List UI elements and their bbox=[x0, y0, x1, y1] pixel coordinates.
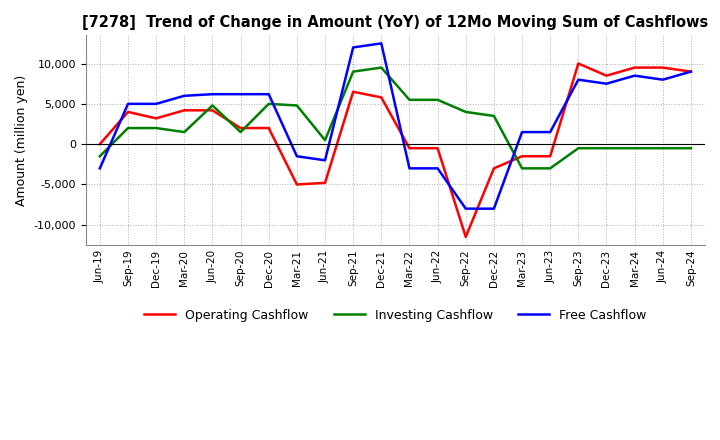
Investing Cashflow bbox=[264, 101, 273, 106]
Free Cashflow bbox=[518, 129, 526, 135]
Investing Cashflow bbox=[180, 129, 189, 135]
Operating Cashflow bbox=[546, 154, 554, 159]
Legend: Operating Cashflow, Investing Cashflow, Free Cashflow: Operating Cashflow, Investing Cashflow, … bbox=[139, 304, 652, 327]
Investing Cashflow bbox=[490, 114, 498, 119]
Operating Cashflow bbox=[630, 65, 639, 70]
Free Cashflow bbox=[546, 129, 554, 135]
Operating Cashflow bbox=[490, 166, 498, 171]
Investing Cashflow bbox=[433, 97, 442, 103]
Operating Cashflow bbox=[462, 234, 470, 239]
Operating Cashflow bbox=[602, 73, 611, 78]
Free Cashflow bbox=[574, 77, 582, 82]
Operating Cashflow bbox=[96, 142, 104, 147]
Investing Cashflow bbox=[208, 103, 217, 108]
Investing Cashflow bbox=[462, 109, 470, 114]
Operating Cashflow bbox=[264, 125, 273, 131]
Operating Cashflow bbox=[236, 125, 245, 131]
Operating Cashflow bbox=[377, 95, 386, 100]
Free Cashflow bbox=[208, 92, 217, 97]
Free Cashflow bbox=[687, 69, 696, 74]
Operating Cashflow bbox=[433, 146, 442, 151]
Operating Cashflow bbox=[687, 69, 696, 74]
Free Cashflow bbox=[602, 81, 611, 86]
Investing Cashflow bbox=[292, 103, 301, 108]
Free Cashflow bbox=[377, 41, 386, 46]
Investing Cashflow bbox=[602, 146, 611, 151]
Free Cashflow bbox=[124, 101, 132, 106]
Operating Cashflow bbox=[320, 180, 329, 186]
Investing Cashflow bbox=[687, 146, 696, 151]
Free Cashflow bbox=[433, 166, 442, 171]
Free Cashflow bbox=[180, 93, 189, 99]
Investing Cashflow bbox=[349, 69, 358, 74]
Line: Free Cashflow: Free Cashflow bbox=[100, 44, 691, 209]
Free Cashflow bbox=[236, 92, 245, 97]
Operating Cashflow bbox=[152, 116, 161, 121]
Free Cashflow bbox=[320, 158, 329, 163]
Free Cashflow bbox=[152, 101, 161, 106]
Investing Cashflow bbox=[152, 125, 161, 131]
Free Cashflow bbox=[96, 166, 104, 171]
Title: [7278]  Trend of Change in Amount (YoY) of 12Mo Moving Sum of Cashflows: [7278] Trend of Change in Amount (YoY) o… bbox=[82, 15, 708, 30]
Operating Cashflow bbox=[405, 146, 414, 151]
Operating Cashflow bbox=[180, 108, 189, 113]
Operating Cashflow bbox=[208, 108, 217, 113]
Free Cashflow bbox=[405, 166, 414, 171]
Free Cashflow bbox=[292, 154, 301, 159]
Investing Cashflow bbox=[320, 138, 329, 143]
Investing Cashflow bbox=[546, 166, 554, 171]
Investing Cashflow bbox=[659, 146, 667, 151]
Free Cashflow bbox=[462, 206, 470, 211]
Operating Cashflow bbox=[124, 109, 132, 114]
Investing Cashflow bbox=[405, 97, 414, 103]
Operating Cashflow bbox=[518, 154, 526, 159]
Free Cashflow bbox=[264, 92, 273, 97]
Line: Investing Cashflow: Investing Cashflow bbox=[100, 68, 691, 169]
Investing Cashflow bbox=[630, 146, 639, 151]
Operating Cashflow bbox=[292, 182, 301, 187]
Free Cashflow bbox=[349, 45, 358, 50]
Operating Cashflow bbox=[574, 61, 582, 66]
Investing Cashflow bbox=[96, 154, 104, 159]
Free Cashflow bbox=[630, 73, 639, 78]
Y-axis label: Amount (million yen): Amount (million yen) bbox=[15, 74, 28, 206]
Investing Cashflow bbox=[518, 166, 526, 171]
Line: Operating Cashflow: Operating Cashflow bbox=[100, 63, 691, 237]
Operating Cashflow bbox=[659, 65, 667, 70]
Free Cashflow bbox=[490, 206, 498, 211]
Investing Cashflow bbox=[377, 65, 386, 70]
Investing Cashflow bbox=[574, 146, 582, 151]
Investing Cashflow bbox=[236, 129, 245, 135]
Investing Cashflow bbox=[124, 125, 132, 131]
Free Cashflow bbox=[659, 77, 667, 82]
Operating Cashflow bbox=[349, 89, 358, 95]
